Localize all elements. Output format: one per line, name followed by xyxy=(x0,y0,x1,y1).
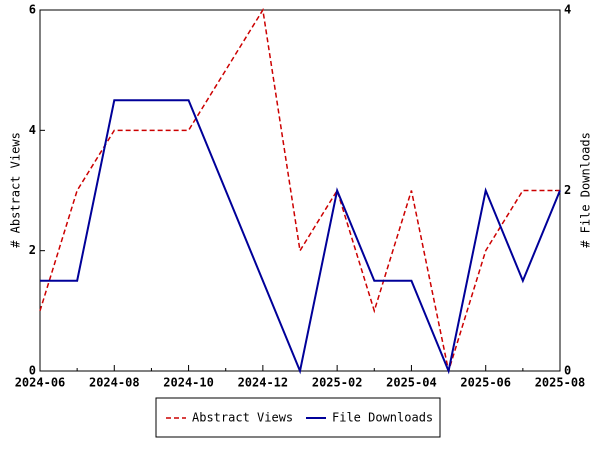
x-tick-label: 2025-04 xyxy=(386,376,437,390)
x-tick-label: 2025-08 xyxy=(535,376,586,390)
legend-box xyxy=(155,397,441,438)
x-tick-label: 2024-10 xyxy=(163,376,214,390)
legend-label: Abstract Views xyxy=(192,411,293,425)
series-line xyxy=(40,99,561,375)
x-tick-label: 2025-06 xyxy=(460,376,511,390)
x-tick-label: 2024-08 xyxy=(89,376,140,390)
x-tick-label: 2025-02 xyxy=(312,376,363,390)
plot-frame xyxy=(39,9,561,372)
x-tick-label: 2024-06 xyxy=(15,376,66,390)
y-tick-label: 4 xyxy=(29,123,36,137)
y2-tick-label: 2 xyxy=(564,183,571,197)
x-tick-label: 2024-12 xyxy=(238,376,289,390)
y2-tick-label: 0 xyxy=(564,364,571,378)
y-tick-label: 0 xyxy=(29,364,36,378)
y2-tick-label: 4 xyxy=(564,3,571,17)
series-line xyxy=(39,7,560,372)
y2-axis-label: # File Downloads xyxy=(579,132,593,248)
legend-label: File Downloads xyxy=(332,411,433,425)
y-tick-label: 6 xyxy=(29,3,36,17)
y-tick-label: 2 xyxy=(29,243,36,257)
y-axis-label: # Abstract Views xyxy=(9,132,23,248)
